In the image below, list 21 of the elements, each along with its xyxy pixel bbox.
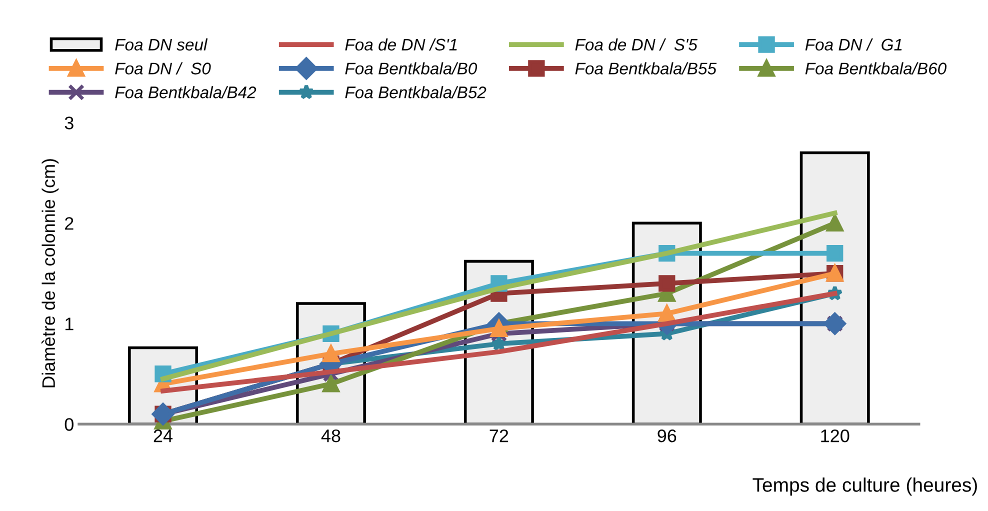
x-tick-label: 72 xyxy=(490,429,508,442)
x-tick-label: 96 xyxy=(658,429,676,442)
legend-label: Foa Bentkbala/B0 xyxy=(345,62,478,74)
y-axis-title: Diamètre de la colonnie (cm) xyxy=(42,159,59,388)
x-axis-title: Temps de culture (heures) xyxy=(752,478,977,496)
x-tick-label: 120 xyxy=(821,429,850,442)
y-tick-label: 1 xyxy=(66,318,74,330)
legend-label: Foa DN seul xyxy=(115,38,208,51)
legend-label: Foa Bentkbala/B55 xyxy=(575,62,717,74)
x-tick-label: 48 xyxy=(321,429,340,442)
x-tick-label: 24 xyxy=(154,429,173,442)
legend-label: Foa DN / S0 xyxy=(115,62,211,74)
legend-label: Foa de DN / S'5 xyxy=(575,38,698,51)
legend-label: Foa de DN /S'1 xyxy=(345,38,457,51)
legend-label: Foa Bentkbala/B42 xyxy=(115,86,256,98)
y-tick-label: 0 xyxy=(64,418,74,431)
legend-label: Foa DN / G1 xyxy=(805,38,902,51)
y-tick-label: 3 xyxy=(64,116,74,130)
y-tick-label: 2 xyxy=(65,217,74,230)
legend-label: Foa Bentkbala/B60 xyxy=(805,62,946,74)
legend-label: Foa Bentkbala/B52 xyxy=(345,86,486,98)
